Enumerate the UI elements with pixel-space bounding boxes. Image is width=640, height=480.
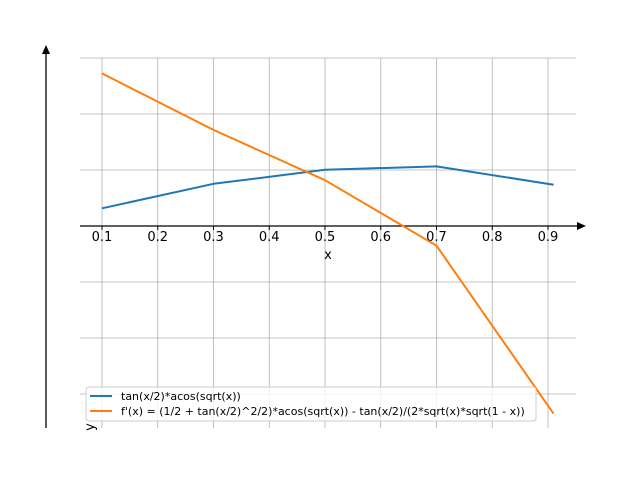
x-tick-label: 0.9 bbox=[538, 230, 559, 245]
x-tick-label: 0.7 bbox=[426, 230, 447, 245]
legend-label-0: tan(x/2)*acos(sqrt(x)) bbox=[121, 390, 241, 403]
x-tick-label: 0.2 bbox=[147, 230, 168, 245]
x-axis-arrow-icon bbox=[577, 222, 586, 230]
series-line-0 bbox=[101, 165, 554, 210]
x-tick-label: 0.3 bbox=[203, 230, 224, 245]
x-axis-label: x bbox=[324, 248, 332, 263]
y-axis-label: y bbox=[83, 423, 98, 431]
x-tick-label: 0.5 bbox=[315, 230, 336, 245]
legend-box bbox=[85, 386, 537, 422]
axes bbox=[42, 45, 586, 428]
legend: tan(x/2)*acos(sqrt(x)) f'(x) = (1/2 + ta… bbox=[85, 386, 537, 422]
x-tick-label: 0.8 bbox=[482, 230, 503, 245]
x-tick-label: 0.6 bbox=[370, 230, 391, 245]
legend-label-1: f'(x) = (1/2 + tan(x/2)^2/2)*acos(sqrt(x… bbox=[121, 405, 525, 418]
x-ticks: 0.1 0.2 0.3 0.4 0.5 0.6 0.7 0.8 0.9 bbox=[92, 226, 559, 245]
y-axis-arrow-icon bbox=[42, 45, 50, 54]
x-tick-label: 0.4 bbox=[259, 230, 280, 245]
series-group bbox=[101, 72, 555, 415]
x-tick-label: 0.1 bbox=[92, 230, 113, 245]
